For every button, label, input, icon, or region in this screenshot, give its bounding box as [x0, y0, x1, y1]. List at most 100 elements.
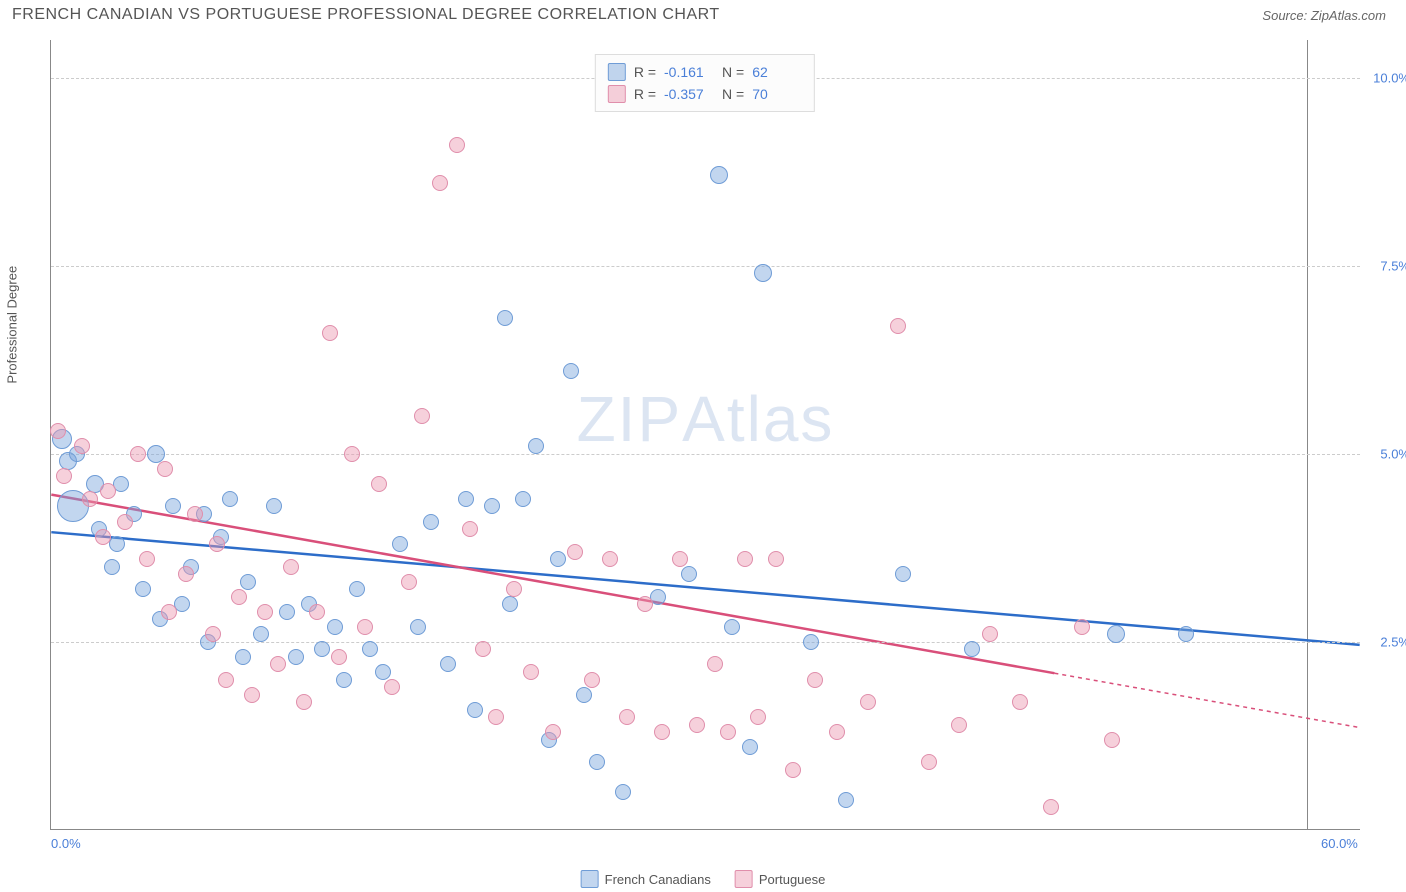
data-point — [257, 604, 273, 620]
y-tick-label: 5.0% — [1365, 446, 1406, 461]
data-point — [484, 498, 500, 514]
data-point — [576, 687, 592, 703]
data-point — [1178, 626, 1194, 642]
data-point — [288, 649, 304, 665]
data-point — [74, 438, 90, 454]
data-point — [1043, 799, 1059, 815]
data-point — [921, 754, 937, 770]
data-point — [838, 792, 854, 808]
watermark-atlas: Atlas — [682, 383, 834, 455]
y-tick-label: 10.0% — [1365, 70, 1406, 85]
data-point — [523, 664, 539, 680]
data-point — [222, 491, 238, 507]
stats-r-value: -0.357 — [664, 86, 714, 102]
data-point — [95, 529, 111, 545]
data-point — [563, 363, 579, 379]
trend-line-dashed — [1054, 673, 1359, 727]
data-point — [327, 619, 343, 635]
data-point — [458, 491, 474, 507]
data-point — [528, 438, 544, 454]
legend-label: French Canadians — [605, 872, 711, 887]
data-point — [50, 423, 66, 439]
data-point — [737, 551, 753, 567]
data-point — [178, 566, 194, 582]
right-axis-line — [1307, 40, 1308, 829]
stats-n-value: 62 — [752, 64, 802, 80]
source-name: ZipAtlas.com — [1311, 8, 1386, 23]
data-point — [209, 536, 225, 552]
y-tick-label: 2.5% — [1365, 634, 1406, 649]
data-point — [253, 626, 269, 642]
plot-region: ZIPAtlas 2.5%5.0%7.5%10.0%0.0%60.0% — [50, 40, 1360, 830]
data-point — [550, 551, 566, 567]
data-point — [117, 514, 133, 530]
data-point — [344, 446, 360, 462]
data-point — [270, 656, 286, 672]
series-swatch — [608, 85, 626, 103]
data-point — [615, 784, 631, 800]
stats-n-label: N = — [722, 86, 744, 102]
series-swatch — [608, 63, 626, 81]
stats-r-value: -0.161 — [664, 64, 714, 80]
data-point — [467, 702, 483, 718]
data-point — [283, 559, 299, 575]
data-point — [829, 724, 845, 740]
data-point — [235, 649, 251, 665]
data-point — [750, 709, 766, 725]
y-tick-label: 7.5% — [1365, 258, 1406, 273]
data-point — [654, 724, 670, 740]
data-point — [139, 551, 155, 567]
data-point — [375, 664, 391, 680]
data-point — [602, 551, 618, 567]
gridline — [51, 454, 1360, 455]
data-point — [1104, 732, 1120, 748]
y-axis-title: Professional Degree — [5, 266, 20, 384]
data-point — [205, 626, 221, 642]
data-point — [218, 672, 234, 688]
data-point — [423, 514, 439, 530]
stats-r-label: R = — [634, 86, 656, 102]
source-label: Source: — [1262, 8, 1307, 23]
legend-label: Portuguese — [759, 872, 826, 887]
data-point — [890, 318, 906, 334]
data-point — [1074, 619, 1090, 635]
data-point — [742, 739, 758, 755]
data-point — [309, 604, 325, 620]
data-point — [754, 264, 772, 282]
stats-row: R =-0.161N =62 — [608, 61, 802, 83]
data-point — [371, 476, 387, 492]
legend-item: French Canadians — [581, 870, 711, 888]
data-point — [244, 687, 260, 703]
data-point — [104, 559, 120, 575]
data-point — [803, 634, 819, 650]
gridline — [51, 266, 1360, 267]
data-point — [449, 137, 465, 153]
data-point — [410, 619, 426, 635]
data-point — [724, 619, 740, 635]
legend: French Canadians Portuguese — [581, 870, 826, 888]
data-point — [964, 641, 980, 657]
source-attribution: Source: ZipAtlas.com — [1262, 8, 1386, 23]
chart-header: FRENCH CANADIAN VS PORTUGUESE PROFESSION… — [0, 0, 1406, 30]
data-point — [384, 679, 400, 695]
data-point — [785, 762, 801, 778]
data-point — [768, 551, 784, 567]
data-point — [240, 574, 256, 590]
data-point — [349, 581, 365, 597]
data-point — [637, 596, 653, 612]
data-point — [497, 310, 513, 326]
data-point — [357, 619, 373, 635]
data-point — [502, 596, 518, 612]
data-point — [187, 506, 203, 522]
data-point — [584, 672, 600, 688]
data-point — [567, 544, 583, 560]
legend-item: Portuguese — [735, 870, 826, 888]
data-point — [314, 641, 330, 657]
data-point — [619, 709, 635, 725]
data-point — [432, 175, 448, 191]
data-point — [231, 589, 247, 605]
data-point — [589, 754, 605, 770]
stats-row: R =-0.357N =70 — [608, 83, 802, 105]
data-point — [506, 581, 522, 597]
data-point — [545, 724, 561, 740]
